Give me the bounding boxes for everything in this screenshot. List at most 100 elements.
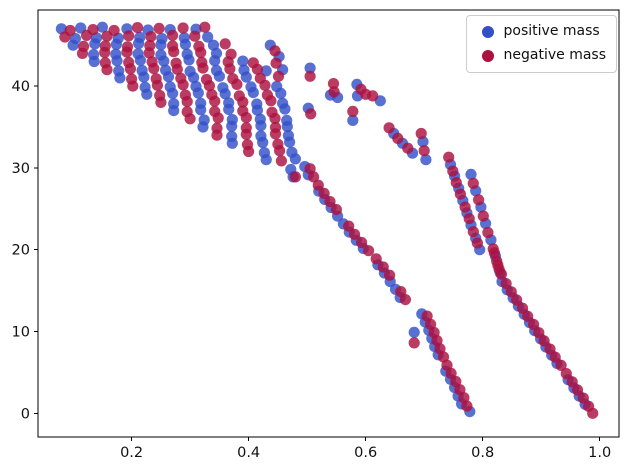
x-tick-label: 0.4 [237,445,260,461]
legend-label-negative: negative mass [503,47,606,63]
data-point-positive [257,136,269,149]
data-point-positive [158,55,170,67]
data-point-negative [377,261,389,273]
data-point-negative [243,145,255,158]
data-point-negative [510,294,523,306]
data-point-negative [148,62,160,75]
data-point-negative [209,95,221,107]
data-point-negative [269,45,281,57]
data-point-negative [171,63,183,75]
data-point-negative [240,112,252,124]
data-point-negative [219,38,231,50]
data-point-positive [168,105,180,117]
data-point-negative [445,367,457,379]
data-point-positive [223,103,235,115]
data-point-negative [101,30,113,42]
data-point-positive [110,38,122,51]
data-point-positive [240,71,252,83]
y-tick-label: 40 [12,79,30,95]
data-point-negative [471,237,483,249]
data-point-negative [392,132,404,144]
data-point-negative [274,145,286,157]
data-point-negative [383,122,395,134]
data-point-positive [67,39,79,51]
data-point-negative [124,63,136,75]
data-point-negative [312,179,324,191]
data-point-negative [121,46,133,58]
data-point-negative [143,47,155,59]
data-point-positive [289,153,301,165]
data-point-negative [522,310,534,322]
data-point-negative [177,79,189,91]
data-point-negative [324,196,336,208]
data-point-negative [347,105,359,117]
data-point-negative [528,318,540,331]
legend-label-positive: positive mass [503,23,600,39]
data-point-negative [560,368,572,380]
data-point-negative [168,46,180,58]
data-point-negative [189,30,201,42]
data-point-negative [516,302,529,314]
legend: positive mass negative mass [465,15,617,73]
data-point-negative [450,177,462,189]
data-point-negative [330,204,342,216]
data-point-positive [138,71,150,83]
data-point-negative [81,29,93,41]
data-point-positive [279,103,291,115]
data-point-positive [96,21,108,33]
data-point-negative [269,128,282,140]
data-point-negative [101,64,113,76]
y-tick-label: 30 [12,161,30,177]
data-point-negative [549,351,561,363]
data-point-negative [343,220,355,232]
data-point-positive [162,71,175,83]
data-point-positive [226,137,238,149]
data-point-positive [167,87,179,99]
data-point-negative [240,128,252,140]
y-tick-label: 10 [12,324,30,340]
data-point-negative [459,201,471,213]
data-point-positive [408,326,420,338]
data-point-negative [304,70,316,82]
data-point-negative [493,263,505,275]
legend-entry-positive-mass: positive mass [475,21,606,42]
data-point-negative [184,113,196,125]
data-point-negative [356,236,368,249]
data-point-negative [195,46,207,59]
data-point-negative [473,194,485,206]
data-point-negative [500,278,512,290]
data-point-negative [482,226,494,239]
data-point-negative [265,95,277,107]
data-point-negative [463,213,475,225]
data-point-negative [461,400,473,412]
data-point-positive [247,87,259,99]
data-point-negative [415,127,427,140]
data-point-negative [123,30,135,42]
data-point-negative [153,22,165,34]
data-point-positive [202,31,214,43]
data-point-negative [270,57,282,69]
data-point-negative [212,112,224,124]
y-tick-label: 20 [12,243,30,259]
data-point-negative [477,210,489,222]
data-point-negative [76,47,89,60]
data-point-negative [197,62,209,74]
data-point-negative [399,294,411,306]
data-point-negative [131,22,144,34]
data-point-negative [408,337,420,349]
data-point-positive [347,114,359,126]
x-tick-label: 0.2 [120,445,143,461]
x-tick-label: 1.0 [588,445,611,461]
data-point-negative [203,80,215,92]
data-point-negative [363,245,375,257]
data-point-positive [188,71,200,84]
data-point-positive [89,38,101,50]
data-point-negative [59,31,71,43]
data-point-positive [219,88,231,100]
axes-frame [37,9,620,438]
data-point-positive [155,39,167,51]
data-point-negative [177,22,189,34]
data-point-negative [99,46,111,59]
